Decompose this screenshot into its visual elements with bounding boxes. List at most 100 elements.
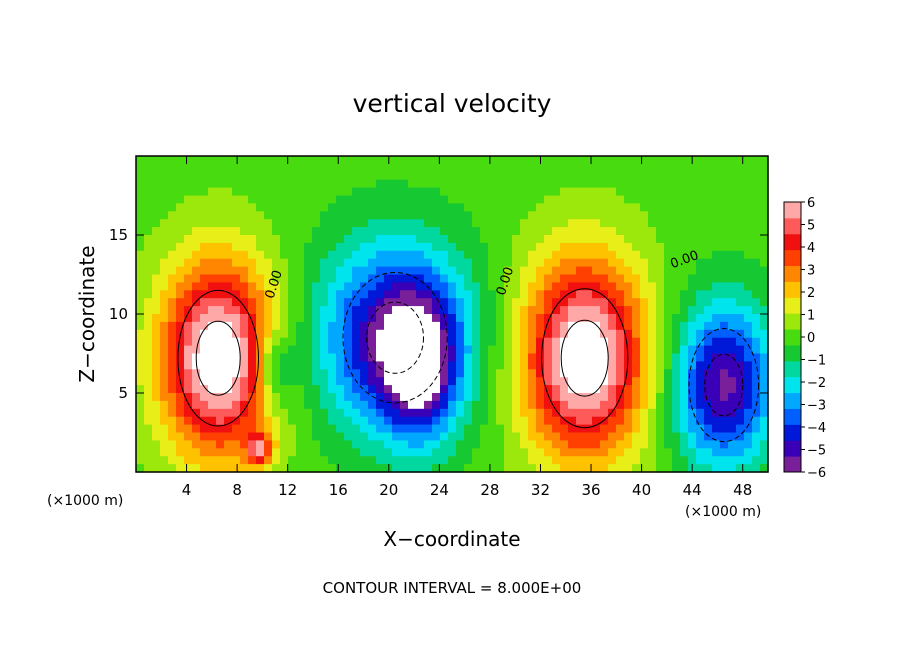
heatmap-cell: [672, 369, 681, 378]
heatmap-cell: [328, 306, 337, 315]
heatmap-cell: [688, 416, 697, 426]
heatmap-cell: [216, 203, 225, 212]
heatmap-cell: [200, 329, 209, 339]
heatmap-cell: [616, 258, 625, 268]
heatmap-cell: [616, 408, 625, 418]
heatmap-cell: [624, 321, 633, 331]
heatmap-cell: [152, 385, 161, 394]
heatmap-cell: [592, 314, 601, 323]
heatmap-cell: [424, 163, 433, 173]
heatmap-cell: [600, 219, 609, 228]
heatmap-cell: [456, 171, 465, 181]
heatmap-cell: [312, 187, 321, 197]
heatmap-cell: [504, 424, 513, 434]
heatmap-cell: [744, 171, 753, 181]
heatmap-cell: [744, 385, 753, 394]
heatmap-cell: [448, 235, 457, 244]
heatmap-cell: [376, 195, 385, 204]
heatmap-cell: [432, 187, 441, 197]
heatmap-cell: [752, 345, 761, 355]
heatmap-cell: [584, 306, 593, 315]
heatmap-cell: [384, 377, 393, 386]
heatmap-cell: [304, 171, 313, 181]
heatmap-cell: [672, 298, 681, 307]
heatmap-cell: [296, 400, 305, 410]
heatmap-cell: [312, 227, 321, 236]
heatmap-cell: [296, 337, 305, 347]
heatmap-cell: [248, 195, 257, 204]
heatmap-cell: [440, 211, 449, 220]
heatmap-cell: [584, 329, 593, 339]
heatmap-cell: [240, 314, 249, 323]
heatmap-cell: [432, 203, 441, 212]
heatmap-cell: [520, 219, 529, 228]
heatmap-cell: [224, 393, 233, 402]
heatmap-cell: [656, 424, 665, 434]
heatmap-cell: [624, 353, 633, 362]
heatmap-cell: [384, 321, 393, 331]
heatmap-cell: [640, 187, 649, 197]
heatmap-cell: [304, 179, 313, 189]
heatmap-cell: [496, 298, 505, 307]
heatmap-cell: [344, 424, 353, 434]
heatmap-cell: [320, 416, 329, 426]
heatmap-cell: [568, 393, 577, 402]
heatmap-cell: [392, 377, 401, 386]
heatmap-cell: [424, 195, 433, 204]
heatmap-cell: [200, 321, 209, 331]
heatmap-cell: [384, 242, 393, 252]
heatmap-cell: [648, 235, 657, 244]
heatmap-cell: [208, 456, 217, 465]
heatmap-cell: [504, 187, 513, 197]
heatmap-cell: [608, 242, 617, 252]
heatmap-cell: [168, 242, 177, 252]
heatmap-cell: [272, 227, 281, 236]
heatmap-cell: [448, 282, 457, 291]
heatmap-cell: [480, 456, 489, 465]
heatmap-cell: [472, 203, 481, 212]
heatmap-cell: [336, 424, 345, 434]
heatmap-cell: [520, 211, 529, 220]
heatmap-cell: [304, 369, 313, 378]
heatmap-cell: [456, 385, 465, 394]
heatmap-cell: [480, 203, 489, 212]
heatmap-cell: [752, 266, 761, 276]
heatmap-cell: [552, 456, 561, 465]
heatmap-cell: [304, 219, 313, 228]
heatmap-cell: [648, 250, 657, 260]
heatmap-cell: [616, 203, 625, 212]
heatmap-cell: [344, 464, 353, 473]
heatmap-cell: [312, 274, 321, 283]
heatmap-cell: [264, 337, 273, 347]
heatmap-cell: [736, 400, 745, 410]
heatmap-cell: [568, 235, 577, 244]
heatmap-cell: [544, 195, 553, 204]
heatmap-cell: [696, 203, 705, 212]
heatmap-cell: [520, 448, 529, 457]
heatmap-cell: [240, 393, 249, 402]
heatmap-cell: [240, 219, 249, 228]
heatmap-cell: [376, 400, 385, 410]
heatmap-cell: [168, 464, 177, 473]
heatmap-cell: [264, 353, 273, 362]
contour-line: [704, 353, 744, 417]
heatmap-cell: [656, 298, 665, 307]
heatmap-cell: [400, 369, 409, 378]
heatmap-cell: [440, 235, 449, 244]
heatmap-cell: [568, 290, 577, 299]
heatmap-cell: [272, 195, 281, 204]
heatmap-cell: [400, 337, 409, 347]
heatmap-cell: [288, 258, 297, 268]
heatmap-cell: [632, 464, 641, 473]
colorbar-swatch: [784, 233, 801, 251]
colorbar-tick-label: −4: [807, 421, 826, 436]
heatmap-cell: [328, 432, 337, 441]
heatmap-cell: [656, 290, 665, 299]
heatmap-cell: [384, 203, 393, 212]
heatmap-cell: [304, 258, 313, 268]
heatmap-cell: [656, 448, 665, 457]
heatmap-cell: [336, 369, 345, 378]
heatmap-cell: [576, 156, 585, 165]
heatmap-cell: [448, 258, 457, 268]
heatmap-cell: [696, 179, 705, 189]
